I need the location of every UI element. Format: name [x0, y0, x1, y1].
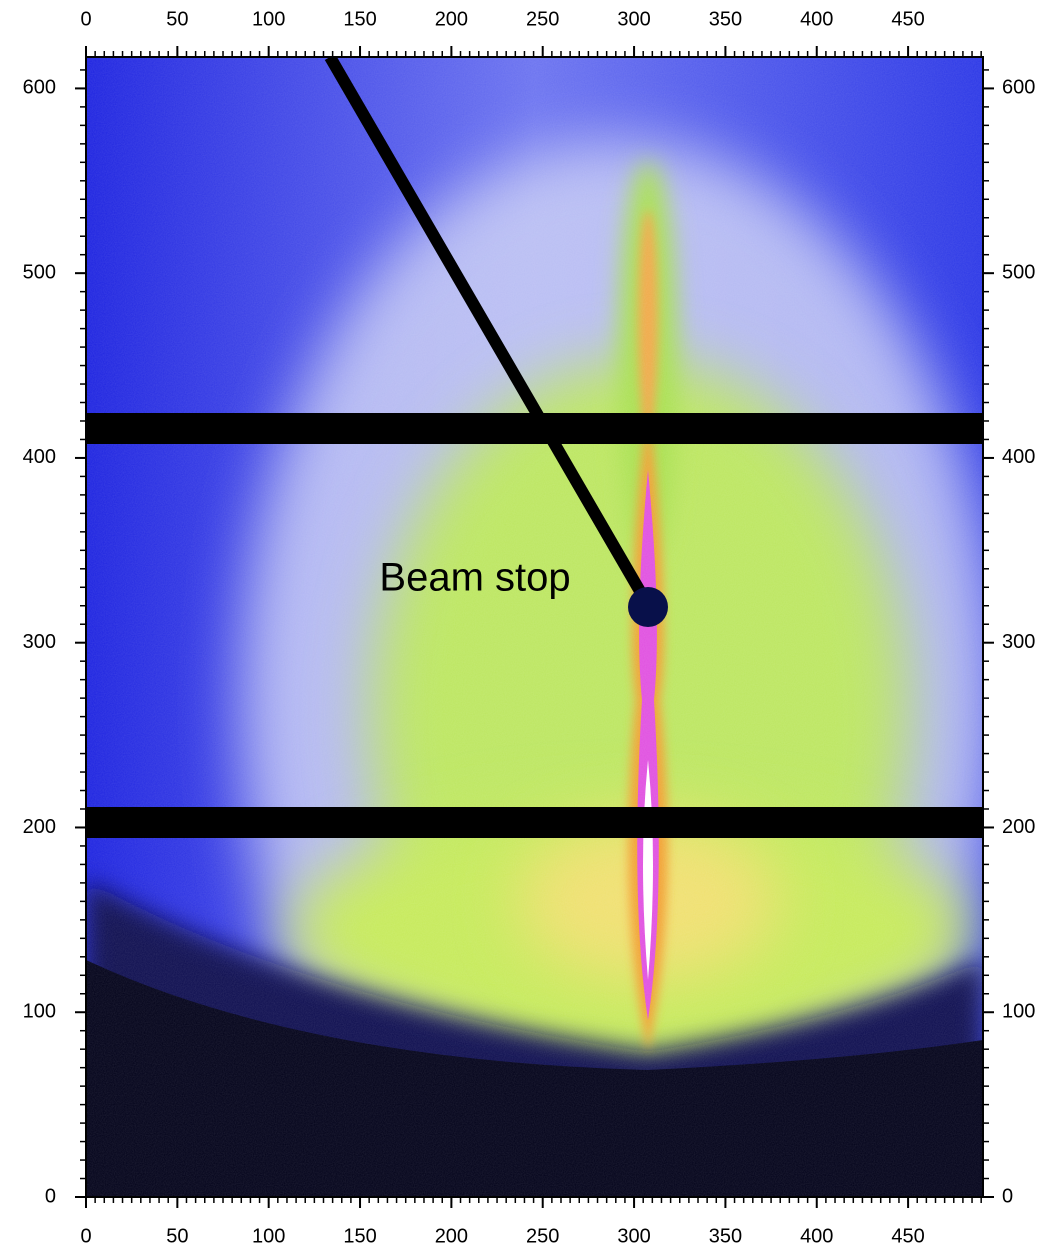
- y-tick-label: 400: [23, 446, 56, 468]
- chart: 0 0 50 50 100 100 150 150 200 200 250 250 300 300 350 3…: [0, 0, 1058, 1253]
- x-tick-label: 300: [617, 8, 650, 30]
- y-tick-label: 0: [1002, 1185, 1013, 1207]
- x-tick-label: 100: [252, 8, 285, 30]
- y-tick-label: 400: [1002, 446, 1035, 468]
- x-tick-label: 400: [800, 1225, 833, 1247]
- y-tick-label: 300: [23, 631, 56, 653]
- y-tick-label: 100: [23, 1001, 56, 1023]
- x-tick-label: 200: [435, 8, 468, 30]
- annotation: Beam stop: [379, 556, 570, 600]
- x-tick-label: 350: [709, 8, 742, 30]
- y-tick-label: 0: [45, 1185, 56, 1207]
- x-tick-label: 100: [252, 1225, 285, 1247]
- x-tick-label: 0: [80, 1225, 91, 1247]
- x-tick-label: 0: [80, 8, 91, 30]
- x-tick-label: 250: [526, 8, 559, 30]
- y-tick-label: 200: [23, 816, 56, 838]
- y-tick-label: 100: [1002, 1001, 1035, 1023]
- x-tick-label: 400: [800, 8, 833, 30]
- x-tick-label: 50: [166, 8, 188, 30]
- y-tick-label: 500: [1002, 261, 1035, 283]
- x-tick-label: 150: [343, 1225, 376, 1247]
- x-tick-label: 450: [891, 8, 924, 30]
- y-tick-label: 300: [1002, 631, 1035, 653]
- x-tick-label: 150: [343, 8, 376, 30]
- y-tick-label: 200: [1002, 816, 1035, 838]
- y-tick-label: 500: [23, 261, 56, 283]
- y-tick-label: 600: [23, 77, 56, 99]
- x-tick-label: 200: [435, 1225, 468, 1247]
- x-tick-label: 450: [891, 1225, 924, 1247]
- x-tick-label: 250: [526, 1225, 559, 1247]
- y-tick-label: 600: [1002, 77, 1035, 99]
- x-tick-label: 350: [709, 1225, 742, 1247]
- detector-image: [86, 57, 1000, 1253]
- x-tick-label: 50: [166, 1225, 188, 1247]
- x-tick-label: 300: [617, 1225, 650, 1247]
